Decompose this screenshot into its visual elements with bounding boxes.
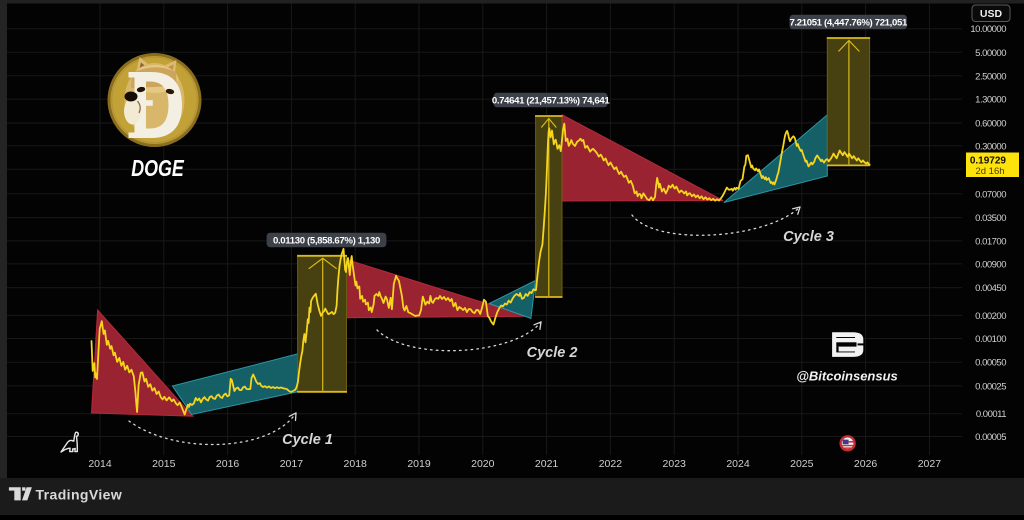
- svg-text:0.00005: 0.00005: [975, 432, 1006, 443]
- svg-text:0.00050: 0.00050: [975, 358, 1006, 369]
- svg-text:2.50000: 2.50000: [975, 71, 1006, 82]
- svg-text:2018: 2018: [344, 458, 368, 470]
- svg-text:0.74641 (21,457.13%) 74,641: 0.74641 (21,457.13%) 74,641: [492, 96, 611, 107]
- svg-text:10.00000: 10.00000: [970, 24, 1006, 35]
- svg-text:TradingView: TradingView: [36, 487, 123, 503]
- svg-text:2024: 2024: [726, 458, 750, 470]
- svg-text:1.30000: 1.30000: [975, 95, 1006, 106]
- svg-text:DOGE: DOGE: [131, 156, 184, 182]
- svg-text:0.07000: 0.07000: [975, 189, 1006, 200]
- svg-text:0.01130 (5,858.67%) 1,130: 0.01130 (5,858.67%) 1,130: [273, 236, 380, 247]
- svg-text:0.30000: 0.30000: [975, 141, 1006, 152]
- svg-text:Cycle 1: Cycle 1: [282, 432, 333, 448]
- svg-text:Cycle 3: Cycle 3: [783, 229, 834, 245]
- svg-text:2027: 2027: [918, 458, 942, 470]
- svg-text:@Bitcoinsensus: @Bitcoinsensus: [796, 369, 898, 384]
- svg-text:0.01700: 0.01700: [975, 236, 1006, 247]
- svg-text:0.00450: 0.00450: [975, 283, 1006, 294]
- svg-text:2020: 2020: [471, 458, 495, 470]
- svg-text:0.19729: 0.19729: [970, 156, 1007, 167]
- svg-text:0.00900: 0.00900: [975, 259, 1006, 270]
- svg-text:2014: 2014: [88, 458, 112, 470]
- svg-text:5.00000: 5.00000: [975, 48, 1006, 59]
- svg-text:0.00100: 0.00100: [975, 334, 1006, 345]
- svg-text:USD: USD: [980, 8, 1003, 20]
- svg-text:0.00011: 0.00011: [976, 409, 1006, 420]
- svg-text:2015: 2015: [152, 458, 176, 470]
- svg-text:2021: 2021: [535, 458, 559, 470]
- svg-text:Cycle 2: Cycle 2: [527, 345, 578, 361]
- svg-text:2d 16h: 2d 16h: [975, 166, 1004, 177]
- svg-text:2026: 2026: [854, 458, 878, 470]
- svg-text:2019: 2019: [407, 458, 431, 470]
- svg-text:2025: 2025: [790, 458, 814, 470]
- svg-text:0.00025: 0.00025: [975, 381, 1006, 392]
- svg-text:2017: 2017: [280, 458, 304, 470]
- svg-text:2022: 2022: [599, 458, 623, 470]
- svg-text:2023: 2023: [663, 458, 687, 470]
- svg-text:0.00200: 0.00200: [975, 311, 1006, 322]
- svg-text:2016: 2016: [216, 458, 240, 470]
- svg-text:7.21051 (4,447.76%) 721,051: 7.21051 (4,447.76%) 721,051: [789, 18, 908, 29]
- svg-text:0.60000: 0.60000: [975, 119, 1006, 130]
- svg-text:0.03500: 0.03500: [975, 213, 1006, 224]
